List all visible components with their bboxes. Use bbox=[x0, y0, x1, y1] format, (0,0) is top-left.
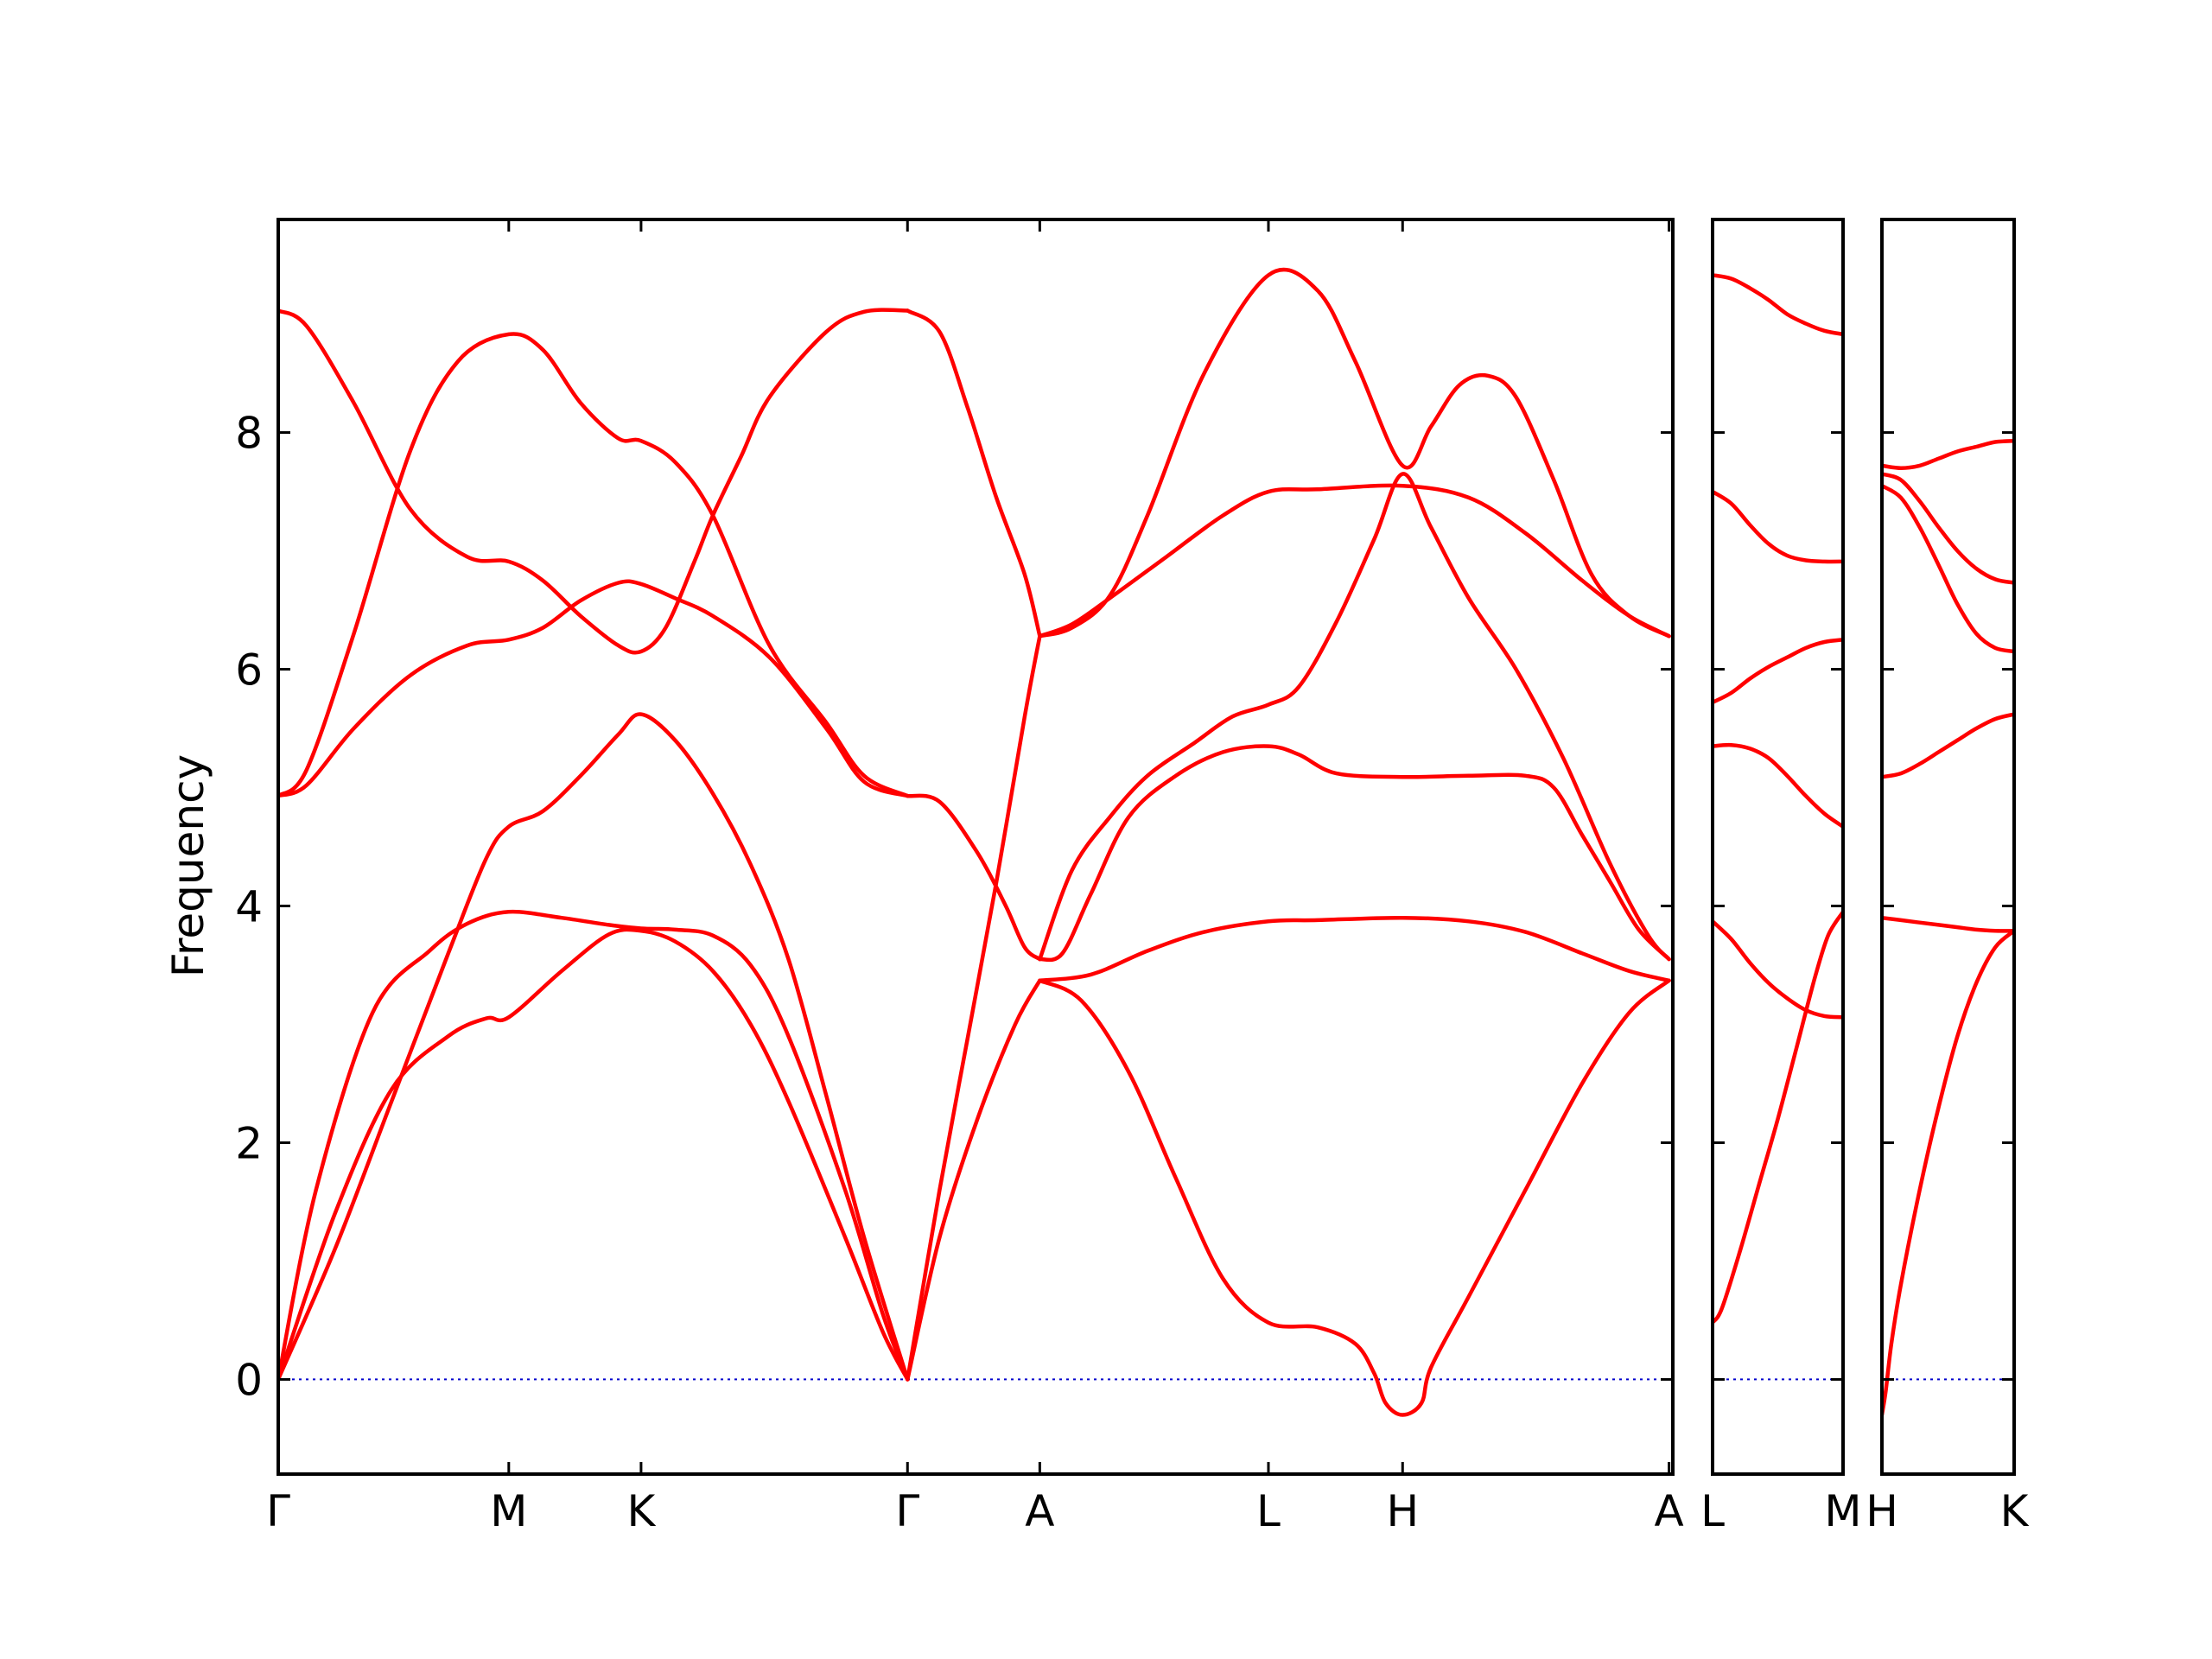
band-line-1-9 bbox=[906, 793, 1042, 962]
y-tick-label: 8 bbox=[235, 409, 263, 459]
y-axis-label: Frequency bbox=[163, 754, 213, 977]
panel-frame bbox=[1880, 218, 2016, 1476]
band-line-1-16 bbox=[1038, 267, 1671, 639]
band-line-1-14 bbox=[1038, 472, 1671, 962]
y-tick-label: 2 bbox=[235, 1118, 263, 1168]
band-line-1-15 bbox=[1038, 483, 1671, 639]
band-line-1-10 bbox=[906, 308, 1042, 639]
band-line-2-1 bbox=[1713, 910, 1843, 1325]
x-tick-label: M bbox=[490, 1486, 527, 1536]
band-group bbox=[1713, 273, 1843, 1325]
x-tick-label: H bbox=[1866, 1486, 1898, 1536]
x-tick-label: K bbox=[627, 1486, 657, 1536]
band-line-1-7 bbox=[906, 978, 1042, 1382]
band-line-3-3 bbox=[1882, 712, 2014, 779]
band-line-2-5 bbox=[1713, 489, 1843, 564]
band-line-1-11 bbox=[1038, 978, 1671, 1417]
band-group bbox=[278, 267, 1671, 1417]
band-line-3-1 bbox=[1882, 929, 2014, 1417]
band-line-3-2 bbox=[1882, 915, 2014, 933]
band-line-2-4 bbox=[1713, 638, 1843, 705]
band-line-2-2 bbox=[1713, 919, 1843, 1020]
y-tick-label: 4 bbox=[235, 881, 263, 931]
band-line-3-6 bbox=[1882, 438, 2014, 470]
band-line-1-3 bbox=[278, 712, 910, 1382]
band-line-1-6 bbox=[278, 308, 910, 655]
x-tick-label: K bbox=[2000, 1486, 2030, 1536]
band-line-1-5 bbox=[278, 332, 910, 798]
band-line-2-6 bbox=[1713, 273, 1843, 337]
band-line-1-13 bbox=[1038, 744, 1671, 963]
x-tick-label: Γ bbox=[266, 1486, 290, 1536]
band-line-1-12 bbox=[1038, 915, 1671, 983]
band-line-1-1 bbox=[278, 927, 910, 1382]
band-line-3-4 bbox=[1882, 483, 2014, 654]
x-tick-label: A bbox=[1655, 1486, 1684, 1536]
band-line-1-8 bbox=[906, 633, 1042, 1382]
x-tick-label: Γ bbox=[895, 1486, 919, 1536]
panel-1: 0 2 4 6 8 Γ M K Γ A L H A bbox=[235, 218, 1684, 1536]
x-tick-label: A bbox=[1025, 1486, 1054, 1536]
x-tick-label: H bbox=[1386, 1486, 1419, 1536]
band-line-1-4 bbox=[278, 579, 910, 798]
band-line-3-5 bbox=[1882, 472, 2014, 585]
x-tick-label: L bbox=[1700, 1486, 1725, 1536]
y-tick-label: 6 bbox=[235, 645, 263, 696]
y-tick-label: 0 bbox=[235, 1355, 263, 1405]
x-tick-label: M bbox=[1824, 1486, 1861, 1536]
band-line-2-3 bbox=[1713, 742, 1843, 829]
panel-frame bbox=[276, 218, 1675, 1476]
band-group bbox=[1882, 438, 2014, 1417]
band-line-1-2 bbox=[278, 909, 910, 1382]
panel-frame bbox=[1711, 218, 1845, 1476]
x-tick-label: L bbox=[1256, 1486, 1281, 1536]
